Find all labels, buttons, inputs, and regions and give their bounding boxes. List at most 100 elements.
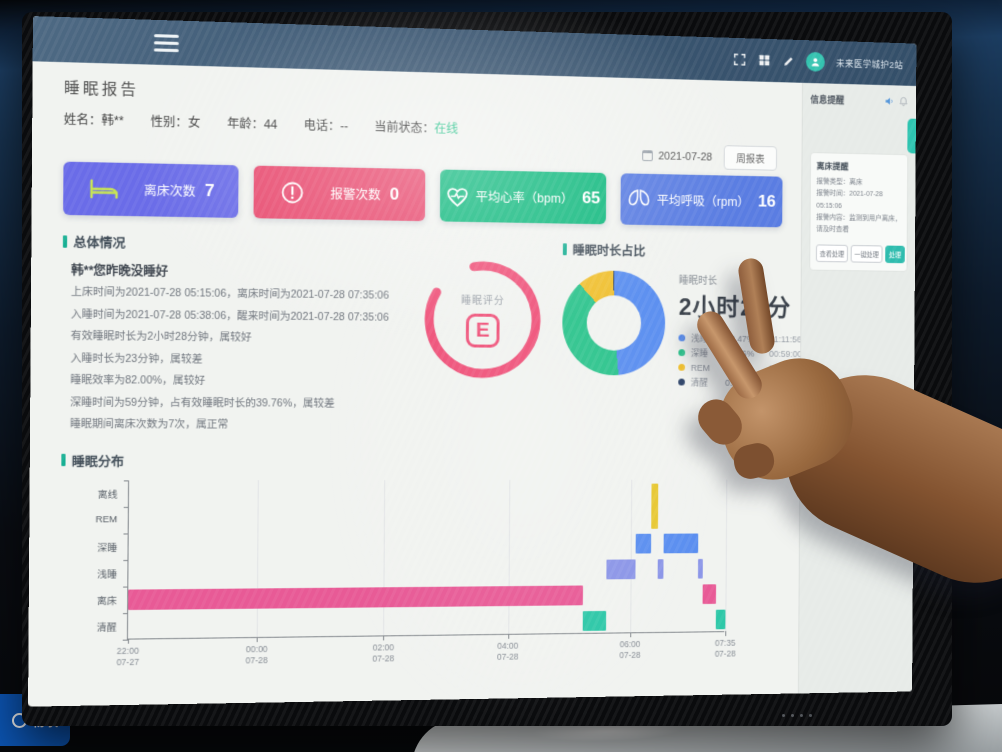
sleep-segment: [663, 533, 699, 553]
menu-icon[interactable]: [153, 33, 179, 52]
y-axis-label: 清醒: [96, 621, 117, 634]
stat-value: 7: [204, 180, 215, 201]
legend-dot: [678, 349, 686, 357]
donut-legend: 浅睡 48.47% 01:11:56 深睡 39.76% 00:59:00 REM 11.53…: [678, 331, 818, 391]
legend-dot: [678, 363, 686, 371]
score-gauge-arc: [421, 258, 544, 382]
distribution-section: 睡眠分布 离线 REM 深睡 浅睡 离床 清醒 22:00 07-27 00:00 07-28 0…: [60, 450, 781, 675]
axis-tick: [256, 636, 258, 642]
y-axis-label: 离线: [97, 489, 118, 501]
section-overall-header: 总体情况: [62, 231, 403, 255]
duration-title: 睡眠时长: [678, 275, 718, 287]
date-value: 2021-07-28: [658, 150, 713, 163]
overall-section: 总体情况 韩**您昨晚没睡好 上床时间为2021-07-28 05:15:06，…: [62, 231, 403, 436]
sidebar-title: 信息提醒: [810, 94, 845, 106]
axis-tick: [123, 479, 130, 482]
patient-age: 年龄：44: [226, 116, 278, 132]
patient-status-value: 在线: [434, 121, 459, 136]
legend-row: 浅睡 48.47% 01:11:56: [678, 331, 818, 347]
x-axis-label: 04:00 07-28: [497, 640, 519, 662]
legend-row: 深睡 39.76% 00:59:00: [678, 345, 818, 361]
patient-gender: 性别：女: [150, 114, 201, 130]
x-axis-label: 00:00 07-28: [245, 643, 268, 666]
sleep-duration-donut: [562, 270, 666, 376]
gridline: [725, 479, 728, 631]
alert-icon: [280, 180, 305, 205]
speaker-icon[interactable]: [884, 96, 894, 107]
section-marker: [562, 242, 567, 255]
one-key-handle-button[interactable]: 一键处理: [850, 245, 883, 264]
stat-value: 0: [389, 184, 400, 204]
overall-lines: 上床时间为2021-07-28 05:15:06，离床时间为2021-07-28…: [62, 282, 403, 437]
pen-icon[interactable]: [782, 55, 794, 68]
stat-label: 报警次数: [330, 187, 381, 203]
axis-tick: [123, 586, 129, 588]
y-axis-label: 离床: [96, 595, 117, 607]
legend-dot: [678, 334, 686, 342]
axis-tick: [507, 633, 509, 639]
duration-value: 2小时28分: [678, 294, 792, 322]
sleep-segment: [635, 533, 651, 554]
y-axis-labels: 离线 REM 深睡 浅睡 离床 清醒: [71, 480, 128, 640]
sleep-segment: [715, 609, 726, 629]
y-axis-label: 浅睡: [97, 568, 118, 581]
weekly-report-button[interactable]: 周报表: [723, 145, 778, 171]
axis-tick: [383, 635, 385, 641]
sleep-score-gauge: 睡眠评分 E: [408, 237, 558, 437]
x-axis-label: 07:35 07-28: [714, 637, 736, 659]
overall-line: 深睡时间为59分钟，占有效睡眠时长的39.76%，属较差: [70, 395, 335, 410]
x-axis-label: 02:00 07-28: [372, 641, 395, 664]
x-axis-label: 06:00 07-28: [619, 638, 641, 660]
sleep-segment: [606, 559, 636, 579]
overall-line: 睡眠效率为82.00%，属较好: [70, 373, 206, 387]
lungs-icon: [627, 188, 650, 210]
sleep-segment: [650, 483, 659, 530]
stat-label: 离床次数: [143, 183, 196, 199]
axis-tick: [122, 612, 129, 614]
gridline: [507, 479, 510, 634]
hypnogram-plot: 22:00 07-27 00:00 07-28 02:00 07-28 04:00 07-28…: [116, 479, 736, 667]
fullscreen-icon[interactable]: [733, 53, 746, 67]
user-name[interactable]: 未来医学城护2站: [836, 58, 904, 70]
view-handle-button[interactable]: 查看处理: [815, 244, 848, 263]
patient-status: 当前状态：在线: [374, 119, 459, 136]
overall-line: 入睡时间为2021-07-28 05:38:06，醒来时间为2021-07-28…: [70, 307, 389, 324]
heart-icon: [445, 184, 470, 207]
overall-line: 上床时间为2021-07-28 05:15:06，离床时间为2021-07-28…: [70, 285, 390, 302]
stat-cards: 离床次数 7 报警次数 0: [63, 161, 783, 228]
tv-logo: [782, 714, 812, 717]
axis-tick: [123, 506, 129, 508]
overall-line: 睡眠期间离床次数为7次，属正常: [69, 418, 229, 431]
section-marker: [61, 453, 66, 467]
alert-card: 离床提醒 报警类型：离床 报警时间：2021-07-28 05:15:06 报警内容…: [809, 152, 909, 273]
y-axis-label: REM: [95, 514, 118, 526]
stat-card-bed-exits: 离床次数 7: [63, 161, 239, 218]
apps-icon[interactable]: [758, 53, 771, 67]
drawer-handle-tab[interactable]: [907, 118, 916, 154]
duration-section: 睡眠时长占比 睡眠时长 2小时28分 浅睡 48.47% 01:11:56 深睡 39.…: [562, 239, 802, 437]
stat-card-heart-rate: 平均心率（bpm） 65: [439, 169, 607, 225]
gridline: [630, 479, 633, 632]
stat-card-respiration: 平均呼吸（rpm） 16: [620, 173, 783, 228]
section-distribution-header: 睡眠分布: [61, 450, 780, 469]
calendar-icon: [641, 150, 653, 162]
stat-value: 65: [581, 188, 601, 208]
bell-icon[interactable]: [898, 96, 908, 107]
legend-dot: [678, 378, 685, 386]
avatar[interactable]: [805, 51, 825, 72]
date-picker[interactable]: 2021-07-28: [641, 150, 713, 163]
notification-sidebar: 信息提醒 离床提醒 报警类型：离床 报警时间：2021-07-28 05:15:0…: [797, 82, 917, 694]
sleep-distribution-chart: 离线 REM 深睡 浅睡 离床 清醒 22:00 07-27 00:00 07-28 02:00 0…: [60, 479, 781, 675]
legend-row: REM 11.53% 00:17:07: [678, 360, 818, 376]
sleep-segment: [702, 583, 716, 604]
patient-name: 姓名：韩**: [63, 112, 124, 129]
stat-label: 平均心率（bpm）: [475, 190, 574, 206]
x-axis-label: 22:00 07-27: [116, 645, 140, 667]
axis-tick: [127, 638, 129, 644]
handle-button[interactable]: 处理: [885, 245, 905, 264]
alert-card-fields: 报警类型：离床 报警时间：2021-07-28 05:15:06 报警内容：监测到用…: [816, 176, 901, 237]
section-duration-header: 睡眠时长占比: [562, 239, 782, 261]
section-marker: [62, 234, 68, 248]
gridline: [383, 479, 386, 636]
